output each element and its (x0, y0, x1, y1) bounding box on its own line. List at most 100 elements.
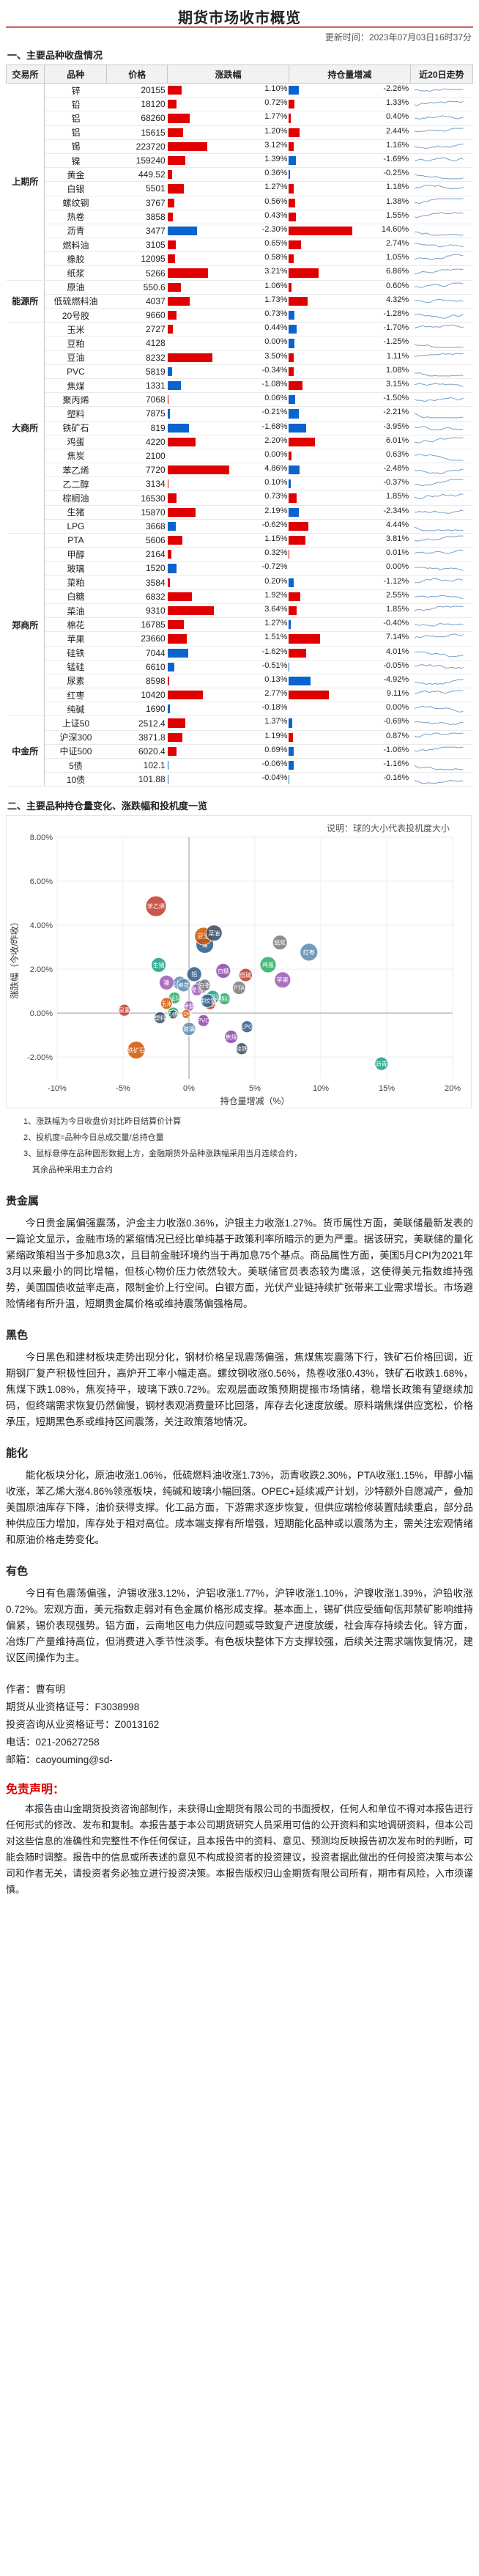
position-change-cell: 0.00% (289, 561, 411, 576)
position-change-value: 14.60% (381, 224, 409, 234)
change-bar (167, 578, 171, 587)
y-tick-label: 0.00% (30, 1009, 53, 1018)
table-row: 豆油 8232 3.50% 1.11% (7, 350, 473, 365)
position-change-cell: 3.15% (289, 378, 411, 394)
position-change-bar (289, 339, 294, 348)
change-bar (167, 437, 196, 446)
position-change-cell: -1.16% (289, 758, 411, 773)
sparkline-path (415, 595, 464, 600)
product-name: 聚丙烯 (44, 392, 107, 408)
change-bar (167, 423, 189, 433)
x-tick-label: 5% (249, 1084, 261, 1093)
change-bar (167, 409, 171, 419)
change-cell: 0.06% (167, 392, 289, 408)
sparkline-icon (415, 732, 464, 737)
position-change-value: 0.40% (386, 112, 409, 122)
position-change-bar (289, 592, 300, 601)
table-row: 聚丙烯 7068 0.06% -1.50% (7, 392, 473, 408)
sparkline-cell (410, 561, 473, 576)
position-change-cell: 1.08% (289, 364, 411, 379)
sparkline-path (415, 780, 464, 784)
product-name: 5债 (44, 758, 107, 773)
sparkline-cell (410, 294, 473, 309)
change-value: 1.27% (264, 619, 288, 628)
sparkline-path (415, 101, 464, 106)
sparkline-icon (415, 690, 464, 694)
product-name: 铁矿石 (44, 421, 107, 435)
change-bar (167, 606, 214, 616)
position-change-value: 1.85% (386, 604, 409, 614)
change-bar (167, 198, 175, 207)
chart-frame (5, 814, 472, 1109)
product-name: 沪深300 (44, 730, 107, 745)
price-cell: 12095 (106, 251, 168, 267)
change-cell: 0.44% (167, 322, 289, 337)
chart-note-1: 1、涨跌幅为今日收盘价对比昨日结算价计算 (23, 1117, 182, 1127)
change-bar (167, 268, 209, 278)
bubble-label: 原油 (191, 987, 203, 994)
change-bar (167, 86, 182, 95)
change-value: 1.73% (264, 295, 288, 304)
product-name: 甲醇 (44, 547, 107, 562)
position-change-cell: 1.18% (289, 181, 411, 196)
sparkline-cell (410, 575, 473, 590)
position-change-cell: 1.55% (289, 210, 411, 224)
product-name: PVC (44, 364, 107, 379)
sparkline-cell (410, 476, 473, 492)
product-name: 白糖 (44, 589, 107, 604)
x-tick-label: 0% (183, 1084, 195, 1093)
change-value: 4.86% (264, 464, 288, 474)
position-change-bar (289, 311, 295, 320)
change-value: -1.08% (261, 379, 288, 389)
sparkline-path (415, 383, 464, 387)
change-bar (167, 550, 172, 559)
change-value: -0.06% (261, 759, 288, 768)
position-change-value: -1.06% (383, 745, 409, 754)
product-name: 黄金 (44, 167, 107, 183)
table-row: 棉花 16785 1.27% -0.40% (7, 617, 473, 633)
change-value: 0.10% (264, 478, 288, 487)
product-name: 橡胶 (44, 251, 107, 267)
table-row: 焦炭 2100 0.00% 0.63% (7, 449, 473, 464)
product-name: 螺纹钢 (44, 196, 107, 210)
sparkline-icon (415, 622, 464, 627)
sparkline-cell (410, 758, 473, 773)
position-change-value: 1.33% (386, 98, 409, 108)
position-change-bar (289, 676, 311, 686)
change-cell: 0.73% (167, 490, 289, 506)
sparkline-path (415, 493, 464, 499)
change-value: 3.64% (264, 604, 288, 614)
sparkline-path (415, 567, 464, 572)
position-change-value: -1.70% (383, 323, 409, 333)
bubble-point (215, 963, 231, 979)
bubble-label: 硅铁 (236, 1045, 248, 1053)
product-name: 沥青 (44, 224, 107, 239)
bubble-label: 甲醇 (183, 1003, 195, 1010)
bubble-label: 菜油 (208, 930, 220, 937)
position-change-cell: -0.40% (289, 617, 411, 633)
price-cell: 2164 (106, 547, 168, 562)
bubble-point (200, 994, 215, 1008)
sparkline-path (415, 509, 464, 514)
sparkline-path (415, 372, 464, 377)
sparkline-icon (415, 88, 464, 92)
position-change-cell: -1.70% (289, 322, 411, 337)
sparkline-icon (415, 651, 464, 658)
position-change-value: 4.32% (386, 295, 409, 304)
position-change-cell: 4.01% (289, 646, 411, 660)
position-change-cell: -2.26% (289, 83, 411, 98)
price-cell: 16785 (106, 617, 168, 633)
position-change-bar (289, 170, 290, 180)
sparkline-cell (410, 139, 473, 154)
sparkline-icon (415, 243, 464, 248)
position-change-value: -0.05% (383, 660, 409, 670)
position-change-bar (289, 493, 297, 503)
change-cell: 0.69% (167, 744, 289, 759)
product-name: 铝 (44, 111, 107, 126)
sparkline-icon (415, 198, 464, 204)
sparkline-path (415, 185, 464, 190)
position-change-cell: 4.32% (289, 294, 411, 309)
sparkline-path (415, 128, 464, 132)
sparkline-cell (410, 350, 473, 365)
sparkline-icon (415, 282, 464, 288)
